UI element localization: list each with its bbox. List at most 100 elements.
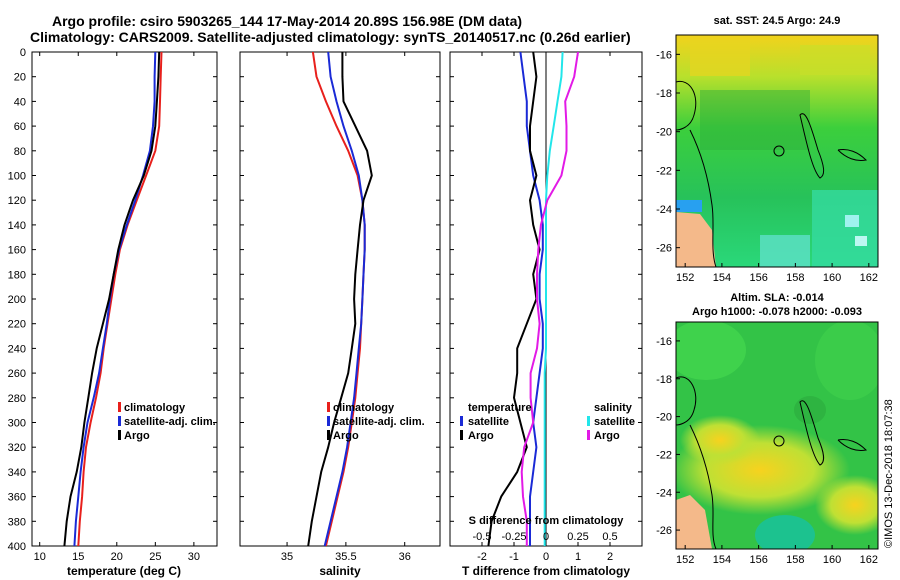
sla-map-ticks: 152 154 156 158 160 162 -16 -18 -20 -22 -24 -26	[656, 336, 878, 566]
map-x-tick-label: 154	[713, 272, 731, 284]
legend-swatch-climatology	[118, 402, 121, 412]
temperature-lines	[63, 52, 163, 546]
sla-map-title-line1: Altim. SLA: -0.014	[730, 292, 824, 304]
series-line-climatology	[77, 52, 163, 546]
legend-swatch-s-argo	[587, 430, 590, 440]
temperature-axes-box	[31, 51, 218, 547]
legend-title-temperature: temperature	[468, 402, 532, 414]
map-x-tick-label: 160	[823, 272, 841, 284]
depth-tick-label: 380	[8, 516, 26, 528]
depth-tick-label: 340	[8, 467, 26, 479]
sst-map-ticks: 152 154 156 158 160 162 -16 -18 -20 -22 -24 -26	[656, 49, 878, 284]
copyright-text: ©IMOS 13-Dec-2018 18:07:38	[883, 399, 895, 548]
salinity-lines	[307, 52, 373, 546]
sst-map-image	[676, 35, 878, 267]
map-x-tick-label: 158	[786, 554, 804, 566]
argo-position-marker	[773, 145, 785, 157]
map-y-tick-label: -18	[656, 374, 672, 386]
map-x-tick-label: 154	[713, 554, 731, 566]
map-x-tick-label: 160	[823, 554, 841, 566]
legend-label-argo: Argo	[124, 430, 150, 442]
figure-title-line2: Climatology: CARS2009. Satellite-adjuste…	[30, 29, 631, 45]
s-diff-tick-label: 0.25	[567, 531, 588, 543]
salinity-legend: climatology satellite-adj. clim. Argo	[327, 402, 425, 442]
depth-tick-label: 400	[8, 541, 26, 553]
depth-tick-label: 200	[8, 294, 26, 306]
temperature-panel: 10 15 20 25 30 temperature (deg C) climatolo…	[31, 51, 218, 578]
argo-position-marker	[773, 435, 785, 447]
legend-swatch-s-satellite	[587, 416, 590, 426]
sst-map-title: sat. SST: 24.5 Argo: 24.9	[714, 15, 841, 27]
legend-swatch-argo	[327, 430, 330, 440]
depth-tick-label: 0	[20, 47, 26, 59]
difference-lines	[487, 52, 579, 546]
series-line-argo	[63, 52, 161, 546]
s-diff-tick-label: 0	[543, 531, 549, 543]
legend-label-argo: Argo	[333, 430, 359, 442]
legend-label-s-argo: Argo	[594, 430, 620, 442]
difference-panel: -2 -1 0 1 2 T difference from climatology S …	[449, 51, 643, 578]
map-y-tick-label: -20	[656, 412, 672, 424]
temperature-xlabel: temperature (deg C)	[67, 564, 181, 578]
legend-swatch-satellite	[118, 416, 121, 426]
x-tick-label: 15	[72, 551, 84, 563]
depth-axis: 0 20 40 60 80 100 120 140 160 180 200 220 240 260 280 3…	[8, 47, 26, 553]
legend-label-s-satellite: satellite	[594, 416, 635, 428]
depth-tick-label: 280	[8, 393, 26, 405]
sla-map-frame	[675, 321, 879, 550]
series-line-t-satellite	[519, 52, 544, 546]
map-y-tick-label: -24	[656, 487, 672, 499]
map-y-tick-label: -26	[656, 525, 672, 537]
x-tick-label: 2	[607, 551, 613, 563]
depth-tick-label: 260	[8, 368, 26, 380]
s-diff-tick-label: -0.5	[473, 531, 492, 543]
legend-label-climatology: climatology	[124, 402, 186, 414]
map-y-tick-label: -22	[656, 449, 672, 461]
map-y-tick-label: -24	[656, 204, 672, 216]
temperature-ticks: 10 15 20 25 30	[32, 51, 217, 563]
depth-tick-label: 220	[8, 319, 26, 331]
x-tick-label: 0	[543, 551, 549, 563]
x-tick-label: -1	[509, 551, 519, 563]
depth-tick-label: 140	[8, 220, 26, 232]
sst-map-frame	[675, 34, 879, 268]
legend-swatch-t-satellite	[460, 416, 463, 426]
x-tick-label: 35	[281, 551, 293, 563]
depth-tick-label: 180	[8, 269, 26, 281]
series-line-s-argo	[520, 52, 579, 546]
map-x-tick-label: 162	[860, 272, 878, 284]
sla-map-title-line2: Argo h1000: -0.078 h2000: -0.093	[692, 306, 862, 318]
x-tick-label: 1	[575, 551, 581, 563]
sla-map-panel: Altim. SLA: -0.014 Argo h1000: -0.078 h2…	[656, 292, 879, 566]
map-x-tick-label: 162	[860, 554, 878, 566]
x-tick-label: 30	[188, 551, 200, 563]
s-diff-tick-label: 0.5	[602, 531, 617, 543]
series-line-s-satellite	[543, 52, 564, 546]
x-tick-label: 36	[399, 551, 411, 563]
depth-tick-label: 300	[8, 418, 26, 430]
difference-xlabel-top: S difference from climatology	[469, 515, 625, 527]
difference-ticks: -2 -1 0 1 2	[450, 51, 642, 563]
depth-tick-label: 320	[8, 442, 26, 454]
map-x-tick-label: 152	[676, 554, 694, 566]
map-y-tick-label: -16	[656, 336, 672, 348]
depth-tick-label: 100	[8, 171, 26, 183]
sst-map-panel: sat. SST: 24.5 Argo: 24.9 152 154 156 158 16…	[656, 15, 879, 284]
map-x-tick-label: 152	[676, 272, 694, 284]
map-y-tick-label: -20	[656, 127, 672, 139]
temperature-legend: climatology satellite-adj. clim. Argo	[118, 402, 216, 442]
legend-label-satellite: satellite-adj. clim.	[124, 416, 216, 428]
legend-title-salinity: salinity	[594, 402, 633, 414]
map-x-tick-label: 156	[749, 554, 767, 566]
salinity-ticks: 35 35.5 36	[240, 51, 440, 563]
depth-tick-label: 160	[8, 245, 26, 257]
series-line-satellite-adj-clim-	[323, 52, 366, 546]
depth-tick-label: 80	[14, 146, 26, 158]
s-diff-tick-label: -0.25	[501, 531, 526, 543]
x-tick-label: 10	[34, 551, 46, 563]
depth-tick-label: 20	[14, 72, 26, 84]
salinity-panel: 35 35.5 36 salinity climatology satellite-…	[239, 51, 441, 578]
sla-map-image	[676, 322, 878, 549]
depth-tick-label: 120	[8, 195, 26, 207]
